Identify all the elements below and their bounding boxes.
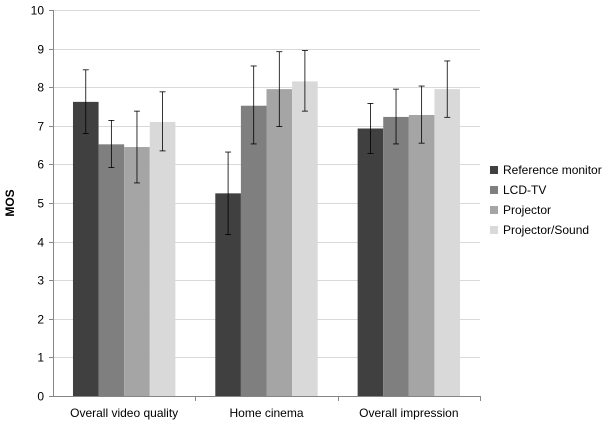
bar	[292, 81, 318, 396]
bars	[72, 81, 461, 397]
legend-label: Projector	[503, 203, 551, 217]
legend-label: LCD-TV	[503, 183, 546, 197]
y-axis-title: MOS	[3, 189, 17, 216]
bar	[408, 114, 435, 397]
y-tick-label: 1	[37, 351, 44, 365]
bar	[124, 147, 150, 396]
y-tick-label: 0	[37, 390, 44, 404]
bar	[240, 105, 267, 396]
y-tick-label: 4	[37, 236, 44, 250]
bar	[357, 128, 384, 396]
legend-swatch	[490, 226, 498, 234]
y-tick-label: 3	[37, 274, 44, 288]
error-bars	[82, 50, 451, 236]
x-category-label: Overall video quality	[70, 406, 178, 420]
y-tick-label: 6	[37, 158, 44, 172]
bar	[72, 101, 99, 397]
y-tick-label: 2	[37, 313, 44, 327]
bar	[266, 89, 293, 396]
y-tick-label: 10	[31, 4, 45, 18]
legend: Reference monitor LCD-TV Projector Projecto…	[490, 163, 602, 237]
y-tick-label: 8	[37, 81, 44, 95]
legend-label: Reference monitor	[503, 163, 602, 177]
x-category-label: Overall impression	[359, 406, 458, 420]
x-category-label: Home cinema	[229, 406, 303, 420]
bar	[149, 121, 176, 396]
legend-label: Projector/Sound	[503, 223, 589, 237]
y-tick-label: 9	[37, 43, 44, 57]
y-tick-label: 5	[37, 197, 44, 211]
legend-swatch	[490, 166, 498, 174]
legend-swatch	[490, 186, 498, 194]
legend-swatch	[490, 206, 498, 214]
axes: 0 1 2 3 4 5 6 7 8 9 10 Overall video quality Home ci…	[31, 4, 481, 420]
bar	[383, 116, 409, 397]
y-tick-label: 7	[37, 120, 44, 134]
bar	[434, 89, 461, 396]
bar	[98, 144, 125, 396]
